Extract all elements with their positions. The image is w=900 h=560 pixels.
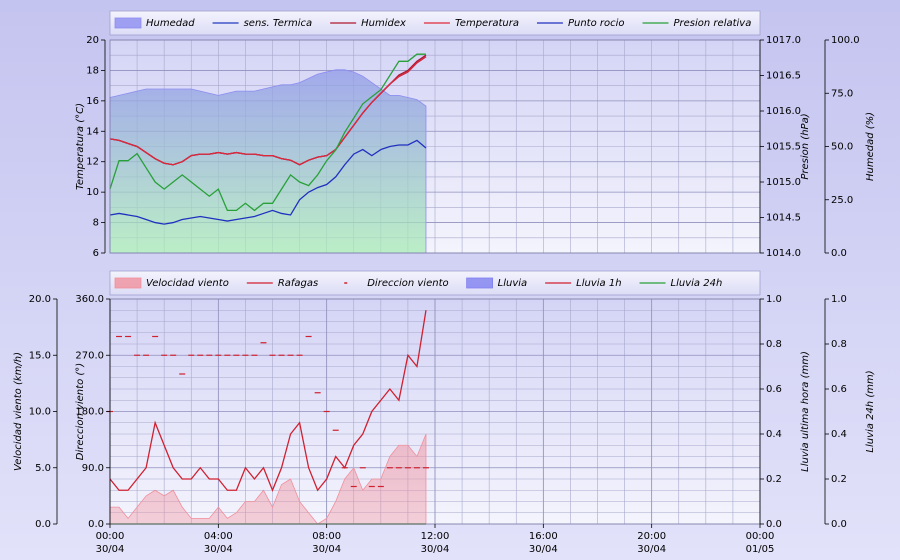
legend-label: Punto rocio — [568, 18, 625, 29]
y-tick-label: 0.0 — [88, 519, 104, 530]
axis-title: Direccion viento (°) — [75, 363, 86, 460]
y-tick-label: 1014.5 — [766, 213, 801, 224]
line — [109, 310, 427, 492]
legend-label: Temperatura — [455, 18, 519, 29]
y-tick-label: 1.0 — [766, 294, 782, 305]
legend-label: Lluvia 1h — [576, 278, 621, 289]
legend-label: Humidex — [361, 18, 406, 29]
y-tick-label: 12 — [86, 157, 99, 168]
y-tick-label: 5.0 — [35, 463, 51, 474]
y-tick-label: 0.4 — [766, 429, 782, 440]
x-tick-label: 20:00 30/04 — [637, 531, 667, 555]
axis-title: Temperatura (°C) — [75, 103, 86, 190]
y-tick-label: 14 — [86, 126, 99, 137]
legend-label: Velocidad viento — [146, 278, 229, 289]
y-tick-label: 15.0 — [29, 350, 51, 361]
y-tick-label: 0.6 — [831, 384, 847, 395]
y-tick-label: 0.4 — [831, 429, 847, 440]
legend-swatch — [114, 277, 142, 289]
axis-title: Humedad (%) — [865, 112, 876, 181]
axis-title: Lluvia 24h (mm) — [865, 370, 876, 452]
y-tick-label: 100.0 — [831, 35, 860, 46]
y-tick-label: 0.6 — [766, 384, 782, 395]
axis-title: Lluvia ultima hora (mm) — [800, 351, 811, 472]
line — [109, 53, 426, 212]
y-tick-label: 1016.0 — [766, 106, 801, 117]
legend-label: Presion relativa — [674, 18, 752, 29]
y-tick-label: 18 — [86, 65, 99, 76]
y-tick-label: 25.0 — [831, 195, 853, 206]
x-tick-label: 16:00 30/04 — [528, 531, 558, 555]
y-tick-label: 360.0 — [75, 294, 104, 305]
y-tick-label: 0.0 — [831, 519, 847, 530]
legend-label: Lluvia — [498, 278, 528, 289]
axis-title: Velocidad viento (km/h) — [13, 352, 24, 471]
y-tick-label: 20.0 — [29, 294, 51, 305]
legend-swatch — [114, 17, 142, 29]
y-tick-label: 0.8 — [831, 339, 847, 350]
x-tick-label: 08:00 30/04 — [312, 531, 342, 555]
area — [109, 433, 427, 525]
y-tick-label: 1015.0 — [766, 177, 801, 188]
y-tick-label: 6 — [93, 248, 99, 259]
y-tick-label: 270.0 — [75, 350, 104, 361]
y-tick-label: 0.0 — [831, 248, 847, 259]
y-tick-label: 1014.0 — [766, 248, 801, 259]
legend-swatch — [466, 277, 494, 289]
y-tick-label: 0.0 — [766, 519, 782, 530]
y-tick-label: 1016.5 — [766, 71, 801, 82]
y-tick-label: 1017.0 — [766, 35, 801, 46]
y-tick-label: 75.0 — [831, 88, 853, 99]
y-tick-label: 10 — [86, 187, 99, 198]
y-tick-label: 0.2 — [766, 474, 782, 485]
x-tick-label: 00:00 01/05 — [745, 531, 775, 555]
area — [109, 69, 427, 254]
y-tick-label: 180.0 — [75, 407, 104, 418]
y-tick-label: 8 — [93, 218, 99, 229]
y-tick-label: 90.0 — [82, 463, 104, 474]
x-tick-label: 04:00 30/04 — [203, 531, 233, 555]
line — [109, 56, 427, 166]
legend-label: sens. Termica — [244, 18, 313, 29]
y-tick-label: 1015.5 — [766, 142, 801, 153]
line — [109, 139, 427, 225]
legend-label: Rafagas — [278, 278, 318, 289]
y-tick-label: 50.0 — [831, 142, 853, 153]
y-tick-label: 0.8 — [766, 339, 782, 350]
legend-label: Humedad — [146, 18, 195, 29]
x-tick-label: 00:00 30/04 — [95, 531, 125, 555]
y-tick-label: 16 — [86, 96, 99, 107]
axis-title: Presion (hPa) — [800, 113, 811, 179]
legend-label: Direccion viento — [367, 278, 448, 289]
y-tick-label: 0.0 — [35, 519, 51, 530]
y-tick-label: 10.0 — [29, 407, 51, 418]
y-tick-label: 20 — [86, 35, 99, 46]
y-tick-label: 1.0 — [831, 294, 847, 305]
legend-label: Lluvia 24h — [671, 278, 723, 289]
y-tick-label: 0.2 — [831, 474, 847, 485]
x-tick-label: 12:00 30/04 — [420, 531, 450, 555]
